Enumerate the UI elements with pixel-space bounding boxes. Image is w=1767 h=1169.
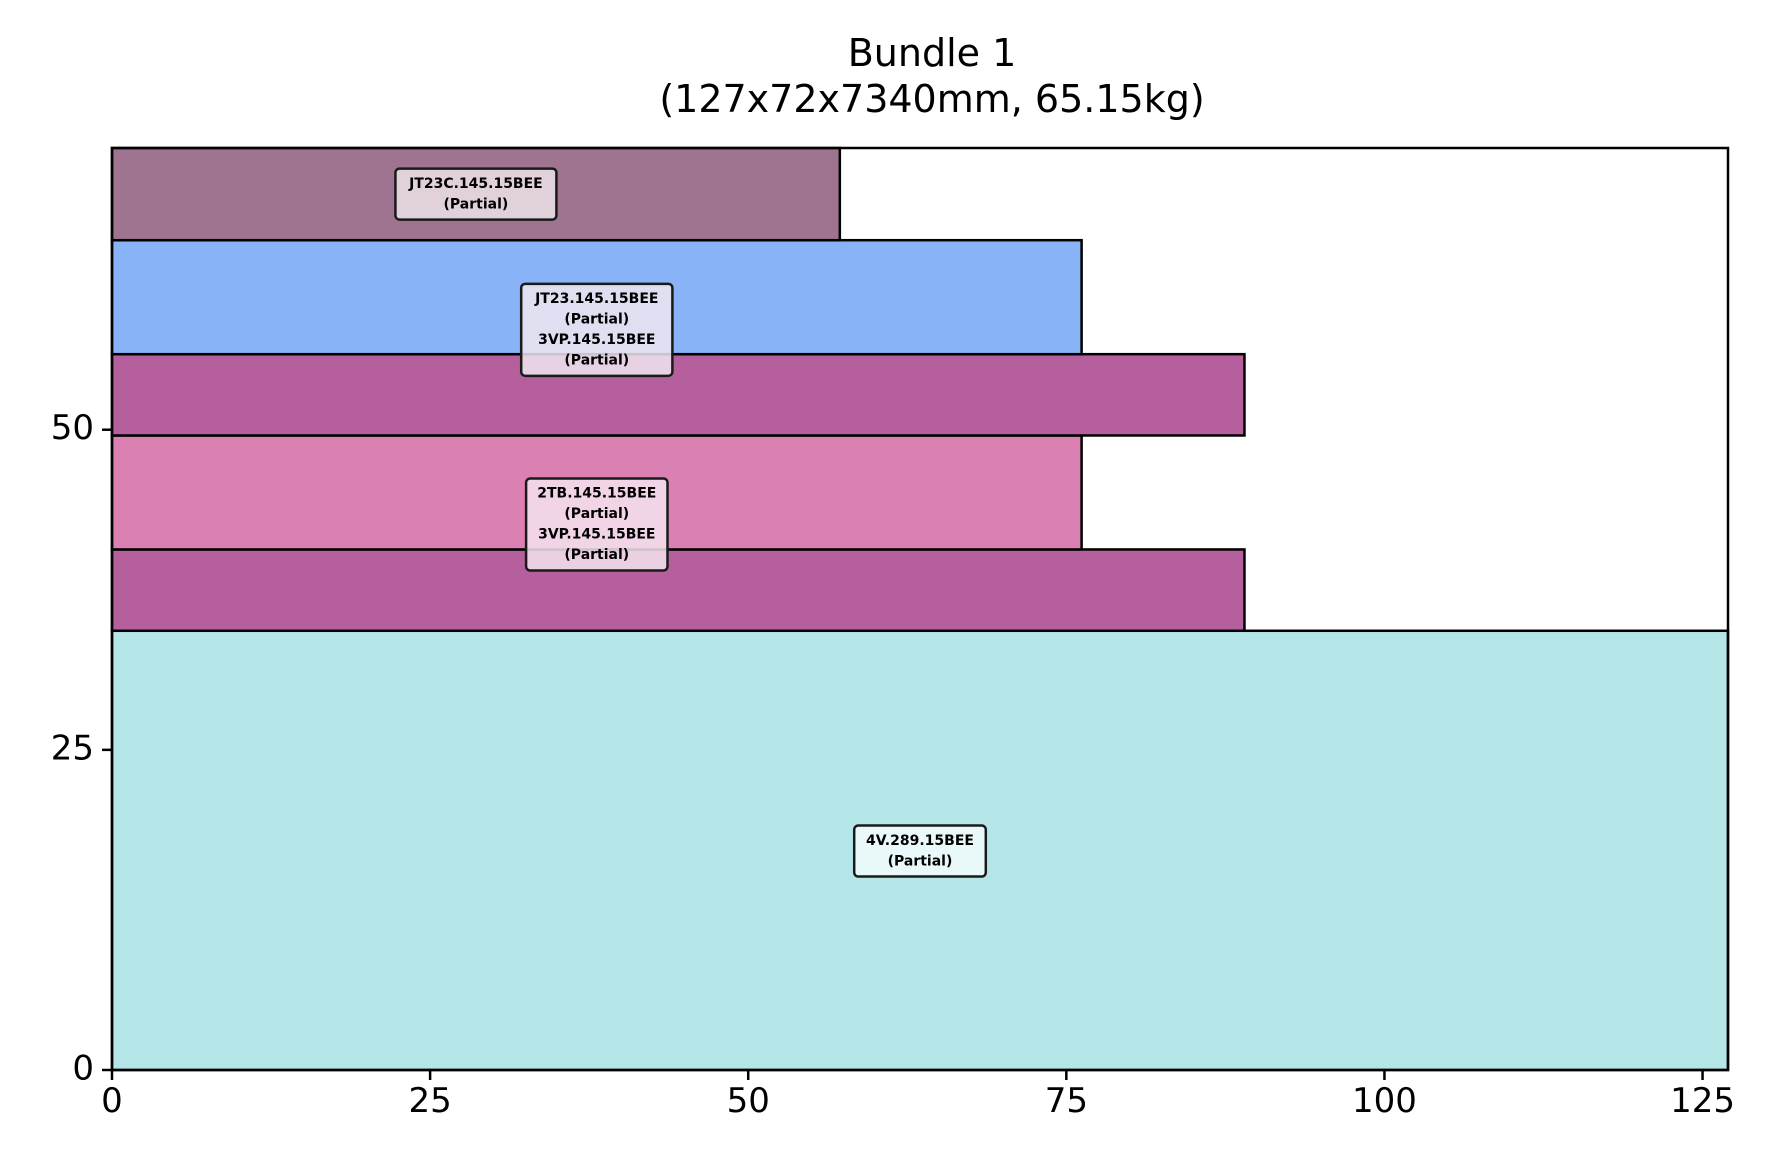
bar-label-box <box>524 477 669 572</box>
bar-label-line: (Partial) <box>888 853 953 869</box>
bar-label-line: (Partial) <box>564 353 629 369</box>
bar-label-line: (Partial) <box>564 312 629 328</box>
chart-title: Bundle 1 <box>848 31 1017 75</box>
x-tick-label: 125 <box>1670 1081 1735 1121</box>
bar-label-line: 4V.289.15BEE <box>866 833 974 849</box>
bar-label-line: 2TB.145.15BEE <box>537 486 656 502</box>
bar-label-box <box>852 824 988 878</box>
labels-layer: 4V.289.15BEE (Partial) 2TB.145.15BEE (Parti… <box>394 167 988 878</box>
bar-label-line: (Partial) <box>564 547 629 563</box>
bar-label-2: JT23.145.15BEE (Partial) 3VP.145.15BEE (Par… <box>519 282 674 378</box>
bar-label-1: 2TB.145.15BEE (Partial) 3VP.145.15BEE (Part… <box>524 477 669 572</box>
bar-label-line: JT23C.145.15BEE <box>408 176 543 192</box>
bar-label-line: JT23.145.15BEE <box>534 291 658 307</box>
x-tick-label: 25 <box>408 1081 451 1121</box>
x-tick-label: 50 <box>727 1081 770 1121</box>
bar-label-0: 4V.289.15BEE (Partial) <box>852 824 988 878</box>
y-axis-ticks: 0 25 50 <box>51 408 112 1089</box>
bar-label-3: JT23C.145.15BEE (Partial) <box>394 167 558 221</box>
bar-label-line: (Partial) <box>564 506 629 522</box>
bar-3 <box>110 352 1246 437</box>
bar-label-box <box>519 282 674 378</box>
x-tick-label: 100 <box>1352 1081 1417 1121</box>
x-tick-label: 75 <box>1045 1081 1088 1121</box>
bar-1 <box>110 548 1246 633</box>
y-tick-label: 25 <box>51 728 94 768</box>
y-tick-label: 0 <box>72 1049 94 1089</box>
bar-label-line: 3VP.145.15BEE <box>538 527 655 543</box>
bar-label-box <box>394 167 558 221</box>
y-tick-label: 50 <box>51 408 94 448</box>
bar-label-line: (Partial) <box>444 196 509 212</box>
x-axis-ticks: 0 25 50 75 100 125 <box>101 1070 1735 1121</box>
bar-label-line: 3VP.145.15BEE <box>538 332 655 348</box>
chart-subtitle: (127x72x7340mm, 65.15kg) <box>659 77 1204 121</box>
bars-layer <box>110 146 1730 1072</box>
plot-frame <box>110 146 1730 1072</box>
x-tick-label: 0 <box>101 1081 123 1121</box>
